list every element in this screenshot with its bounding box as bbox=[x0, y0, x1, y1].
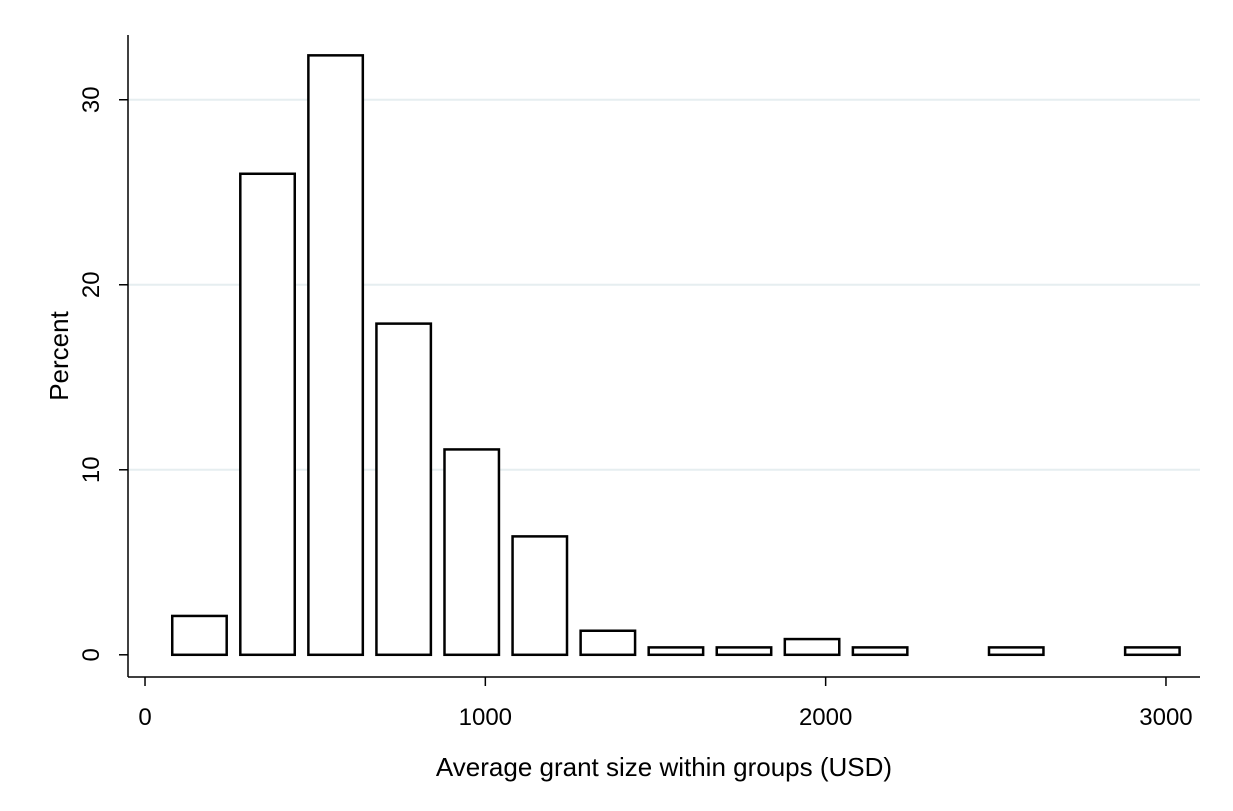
bar-8 bbox=[715, 646, 773, 657]
x-axis-title: Average grant size within groups (USD) bbox=[436, 752, 892, 782]
grid-lines bbox=[128, 98, 1200, 471]
y-tick-label-30: 30 bbox=[78, 86, 105, 113]
x-tick-label-3000: 3000 bbox=[1139, 704, 1192, 731]
bar-9 bbox=[783, 637, 841, 657]
bar-1 bbox=[239, 172, 297, 657]
bars bbox=[170, 54, 1181, 657]
bar-3 bbox=[375, 322, 433, 657]
bar-6 bbox=[579, 629, 637, 657]
bar-2 bbox=[307, 54, 365, 657]
bar-4 bbox=[443, 448, 501, 657]
bar-10 bbox=[851, 646, 909, 657]
x-tick-label-1000: 1000 bbox=[459, 704, 512, 731]
bar-12 bbox=[1123, 646, 1181, 657]
x-tick-label-2000: 2000 bbox=[799, 704, 852, 731]
tick-labels: 0 10 20 30 0 1000 2000 3000 bbox=[78, 86, 1193, 731]
bar-11 bbox=[987, 646, 1045, 657]
y-axis-title: Percent bbox=[44, 310, 74, 400]
axes bbox=[119, 35, 1200, 686]
x-tick-label-0: 0 bbox=[138, 704, 151, 731]
bar-5 bbox=[511, 535, 569, 657]
bar-0 bbox=[170, 614, 228, 657]
y-tick-label-10: 10 bbox=[78, 456, 105, 483]
y-tick-label-0: 0 bbox=[78, 648, 105, 661]
bar-7 bbox=[647, 646, 705, 657]
y-tick-label-20: 20 bbox=[78, 271, 105, 298]
